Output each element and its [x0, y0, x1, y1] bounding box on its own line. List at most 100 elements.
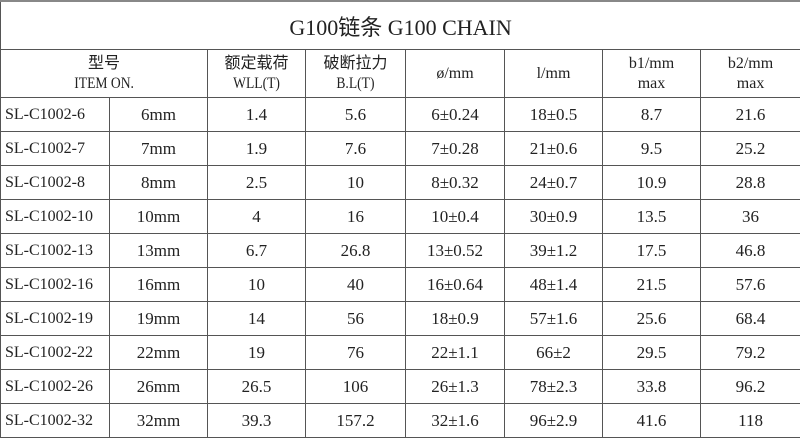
cell-size: 6mm — [110, 98, 208, 132]
cell-size: 7mm — [110, 132, 208, 166]
cell-wll: 10 — [208, 268, 306, 302]
cell-dia: 18±0.9 — [406, 302, 505, 336]
cell-b2: 96.2 — [701, 370, 800, 404]
cell-wll: 4 — [208, 200, 306, 234]
cell-dia: 16±0.64 — [406, 268, 505, 302]
cell-len: 57±1.6 — [505, 302, 603, 336]
cell-size: 22mm — [110, 336, 208, 370]
cell-b1: 29.5 — [603, 336, 701, 370]
cell-model: SL-C1002-32 — [1, 404, 110, 438]
cell-dia: 6±0.24 — [406, 98, 505, 132]
header-wll-cn: 额定载荷 — [208, 54, 305, 74]
cell-bl: 40 — [306, 268, 406, 302]
cell-dia: 26±1.3 — [406, 370, 505, 404]
cell-b1: 9.5 — [603, 132, 701, 166]
cell-len: 78±2.3 — [505, 370, 603, 404]
cell-size: 26mm — [110, 370, 208, 404]
cell-b2: 68.4 — [701, 302, 800, 336]
cell-bl: 16 — [306, 200, 406, 234]
cell-len: 39±1.2 — [505, 234, 603, 268]
cell-wll: 39.3 — [208, 404, 306, 438]
cell-bl: 157.2 — [306, 404, 406, 438]
cell-model: SL-C1002-8 — [1, 166, 110, 200]
cell-wll: 6.7 — [208, 234, 306, 268]
cell-b1: 8.7 — [603, 98, 701, 132]
cell-b1: 17.5 — [603, 234, 701, 268]
cell-b2: 36 — [701, 200, 800, 234]
cell-size: 10mm — [110, 200, 208, 234]
cell-b2: 25.2 — [701, 132, 800, 166]
header-diameter: ø/mm — [406, 50, 505, 98]
cell-wll: 2.5 — [208, 166, 306, 200]
cell-b1: 33.8 — [603, 370, 701, 404]
cell-b1: 13.5 — [603, 200, 701, 234]
cell-len: 24±0.7 — [505, 166, 603, 200]
table-title: G100链条 G100 CHAIN — [1, 1, 800, 50]
cell-wll: 14 — [208, 302, 306, 336]
cell-wll: 26.5 — [208, 370, 306, 404]
cell-wll: 19 — [208, 336, 306, 370]
header-b2-sub: max — [701, 74, 800, 94]
cell-bl: 5.6 — [306, 98, 406, 132]
header-length: l/mm — [505, 50, 603, 98]
cell-bl: 106 — [306, 370, 406, 404]
cell-wll: 1.9 — [208, 132, 306, 166]
cell-b2: 118 — [701, 404, 800, 438]
cell-bl: 56 — [306, 302, 406, 336]
cell-b2: 28.8 — [701, 166, 800, 200]
cell-size: 19mm — [110, 302, 208, 336]
header-b1-sub: max — [603, 74, 700, 94]
header-item-cn: 型号 — [1, 54, 207, 74]
cell-dia: 8±0.32 — [406, 166, 505, 200]
header-bl-en: B.L(T) — [336, 74, 374, 94]
cell-dia: 13±0.52 — [406, 234, 505, 268]
cell-model: SL-C1002-26 — [1, 370, 110, 404]
cell-b2: 79.2 — [701, 336, 800, 370]
cell-len: 66±2 — [505, 336, 603, 370]
cell-model: SL-C1002-16 — [1, 268, 110, 302]
cell-b2: 46.8 — [701, 234, 800, 268]
cell-size: 8mm — [110, 166, 208, 200]
cell-model: SL-C1002-7 — [1, 132, 110, 166]
cell-model: SL-C1002-19 — [1, 302, 110, 336]
cell-len: 30±0.9 — [505, 200, 603, 234]
cell-model: SL-C1002-10 — [1, 200, 110, 234]
cell-dia: 7±0.28 — [406, 132, 505, 166]
cell-dia: 32±1.6 — [406, 404, 505, 438]
cell-bl: 7.6 — [306, 132, 406, 166]
cell-dia: 10±0.4 — [406, 200, 505, 234]
cell-b2: 57.6 — [701, 268, 800, 302]
cell-wll: 1.4 — [208, 98, 306, 132]
cell-bl: 26.8 — [306, 234, 406, 268]
cell-b2: 21.6 — [701, 98, 800, 132]
cell-b1: 41.6 — [603, 404, 701, 438]
header-item-en: ITEM ON. — [74, 74, 134, 94]
header-wll-en: WLL(T) — [233, 74, 280, 94]
cell-size: 16mm — [110, 268, 208, 302]
cell-len: 48±1.4 — [505, 268, 603, 302]
cell-b1: 10.9 — [603, 166, 701, 200]
cell-bl: 76 — [306, 336, 406, 370]
cell-model: SL-C1002-6 — [1, 98, 110, 132]
cell-b1: 25.6 — [603, 302, 701, 336]
cell-len: 18±0.5 — [505, 98, 603, 132]
cell-bl: 10 — [306, 166, 406, 200]
header-b2-label: b2/mm — [701, 54, 800, 74]
cell-model: SL-C1002-22 — [1, 336, 110, 370]
header-b1-label: b1/mm — [603, 54, 700, 74]
cell-len: 96±2.9 — [505, 404, 603, 438]
cell-b1: 21.5 — [603, 268, 701, 302]
